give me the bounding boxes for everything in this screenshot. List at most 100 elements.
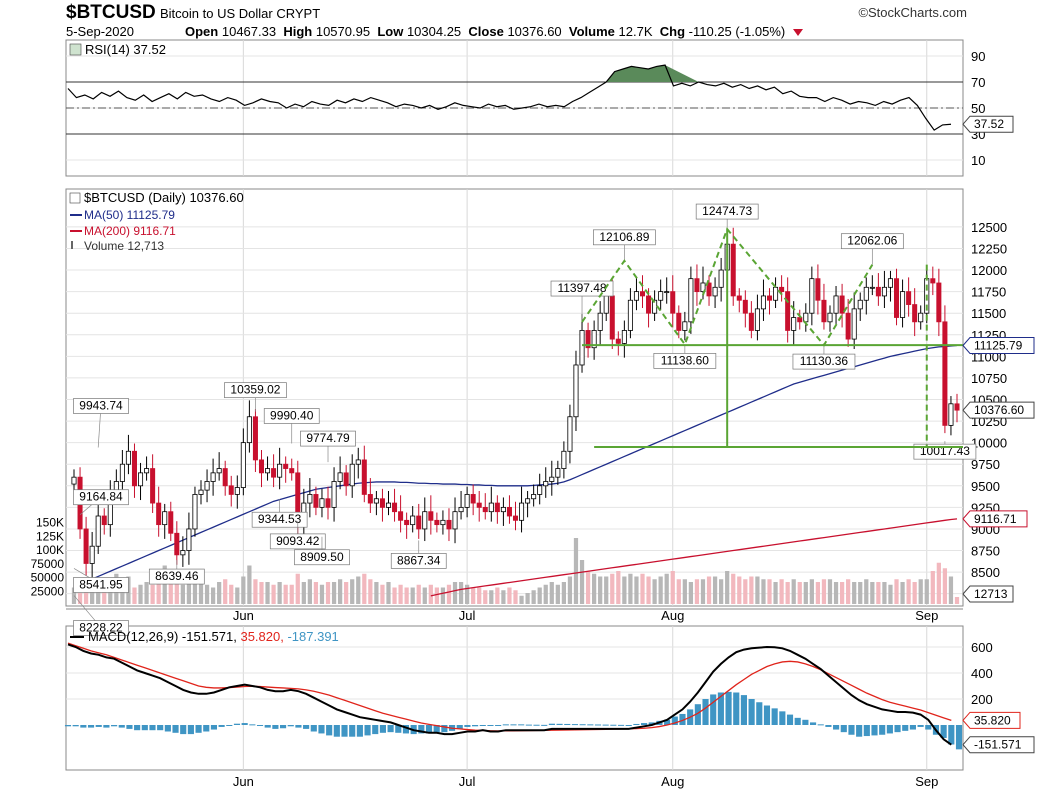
macd-histogram-bar [533, 724, 540, 726]
candle-body [597, 312, 603, 331]
macd-histogram-bar [648, 722, 655, 725]
volume-bar [839, 582, 845, 604]
stockcharts-credit[interactable]: ©StockCharts.com [858, 5, 967, 20]
macd-histogram-bar [310, 725, 317, 732]
volume-bar [543, 584, 548, 604]
macd-histogram-bar [833, 725, 840, 730]
candle-body [567, 416, 573, 452]
annotation-11130.36: 11130.36 [800, 354, 849, 368]
candle-body [476, 502, 482, 508]
candle-body [428, 511, 434, 521]
volume-bar [622, 576, 627, 604]
volume-bar [930, 571, 935, 604]
annotation-9990.40-box [263, 408, 320, 424]
macd-histogram-bar [333, 725, 340, 737]
volume-bar [380, 584, 385, 604]
macd-histogram-bar [556, 723, 563, 725]
macd-histogram-bar [763, 705, 771, 725]
volume-bar [785, 582, 790, 604]
close-value: 10376.60 [507, 24, 562, 39]
candle-body [150, 468, 156, 504]
volume-bar [852, 582, 857, 604]
candle-body [119, 463, 125, 482]
candle-body [742, 299, 748, 314]
annotation-8867.34-box [390, 553, 447, 569]
candle-body [918, 312, 924, 323]
candle-body [234, 487, 240, 495]
volume-bar [640, 573, 645, 604]
high-label: High [283, 24, 313, 39]
candle-body [271, 468, 277, 478]
volume-bar [289, 584, 294, 604]
macd-histogram-bar [510, 724, 517, 726]
volume-bar [870, 582, 875, 604]
volume-tick-75000: 75000 [31, 557, 65, 571]
candle-body [95, 515, 101, 547]
candle-body [392, 502, 398, 513]
candle-body [736, 295, 742, 301]
volume-bar [598, 576, 603, 604]
volume-bar [138, 584, 143, 604]
volume-bar [912, 582, 917, 604]
macd-histogram-bar [464, 725, 471, 727]
candle-body [627, 299, 633, 331]
macd-histogram-bar [579, 724, 586, 726]
volume-bar [712, 576, 718, 604]
candle-body [785, 291, 791, 331]
volume-bar [180, 584, 185, 604]
candle-body [664, 291, 670, 294]
volume-bar [229, 584, 234, 604]
volume-bar [646, 576, 651, 604]
macd-histogram-bar [241, 723, 248, 725]
candle-body [954, 403, 960, 411]
candle-body [821, 299, 827, 323]
candle-body [930, 278, 936, 284]
macd-histogram-bar [280, 725, 287, 729]
volume-bar [253, 579, 258, 604]
volume-bar [906, 579, 911, 604]
volume-bar [900, 582, 905, 604]
candle-body [204, 481, 210, 491]
annotation-12106.89: 12106.89 [599, 230, 649, 244]
volume-bar [489, 590, 494, 604]
volume-bar [235, 587, 240, 604]
price-legend: $BTCUSD (Daily) 10376.60 [84, 190, 244, 205]
rsi-legend: RSI(14) 37.52 [85, 42, 166, 57]
candle-body [361, 459, 367, 495]
candle-body [809, 278, 815, 314]
volume-bar [313, 582, 319, 604]
macd-histogram-bar [157, 725, 164, 731]
candle-body [833, 295, 839, 314]
macd-histogram-bar [195, 725, 202, 733]
month-label-Aug: Aug [661, 608, 684, 623]
volume-bar [567, 576, 573, 604]
candle-body [519, 502, 525, 521]
volume-bar [803, 582, 808, 604]
volume-bar [525, 593, 530, 604]
volume-legend-swatch [71, 241, 73, 249]
volume-bar [737, 576, 742, 604]
ma200-last-label-box [962, 510, 1028, 528]
candle-body [404, 519, 410, 526]
annotation-8867.34: 8867.34 [397, 553, 441, 567]
candle-body [83, 528, 89, 564]
price-tick-12500: 12500 [971, 220, 1007, 235]
candle-body [494, 502, 500, 513]
candle-body [216, 468, 222, 474]
volume-bar [446, 584, 452, 604]
volume-tick-125000: 125K [36, 529, 64, 543]
volume-label: Volume [568, 24, 615, 39]
macd-tick-600: 600 [971, 640, 993, 655]
candle-body [252, 416, 258, 461]
macd-histogram-bar [794, 717, 801, 725]
macd-histogram-bar [433, 725, 440, 733]
candle-body [561, 450, 567, 469]
candle-body [718, 269, 724, 288]
rsi-tick-90: 90 [971, 49, 985, 64]
change-label: Chg [659, 24, 686, 39]
volume-bar [555, 584, 560, 604]
macd-histogram-bar [955, 725, 963, 750]
price-tick-10750: 10750 [971, 371, 1007, 386]
macd-histogram-bar [594, 724, 602, 726]
volume-bar [700, 579, 706, 604]
